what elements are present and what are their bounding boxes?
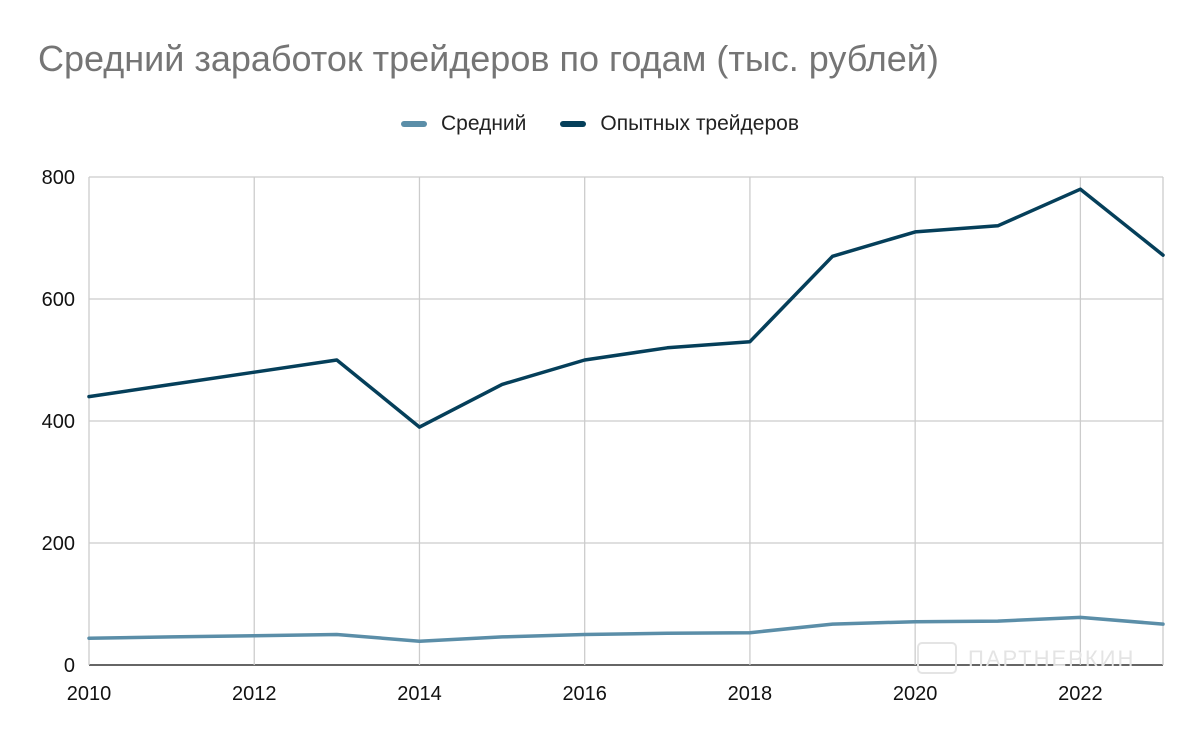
y-tick-label-600: 600 [42, 289, 75, 311]
tick-labels: 0 200 400 600 800 2010 2012 2014 2016 2018 2020 202… [42, 167, 1103, 705]
x-tick-label-2012: 2012 [232, 683, 277, 705]
series-line-2 [87, 187, 1165, 429]
legend-swatch-series-2 [560, 121, 587, 127]
grid [88, 176, 1164, 666]
series-lines [87, 187, 1165, 643]
x-tick-label-2010: 2010 [67, 683, 112, 705]
y-tick-label-400: 400 [42, 411, 75, 433]
watermark: ПАРТНЕРКИН [917, 642, 1135, 674]
x-tick-label-2016: 2016 [562, 683, 607, 705]
legend-item-series-1[interactable]: Средний [401, 112, 526, 136]
y-tick-label-800: 800 [42, 167, 75, 189]
x-tick-label-2020: 2020 [893, 683, 938, 705]
legend-label-series-2: Опытных трейдеров [600, 112, 799, 135]
legend-label-series-1: Средний [441, 112, 527, 135]
x-tick-label-2022: 2022 [1058, 683, 1103, 705]
chart-title: Средний заработок трейдеров по годам (ты… [38, 38, 939, 79]
legend: Средний Опытных трейдеров [0, 112, 1200, 136]
legend-item-series-2[interactable]: Опытных трейдеров [560, 112, 799, 136]
legend-swatch-series-1 [401, 121, 427, 127]
series-line-1 [87, 615, 1165, 643]
x-tick-label-2014: 2014 [397, 683, 442, 705]
watermark-text: ПАРТНЕРКИН [968, 646, 1135, 671]
y-tick-label-0: 0 [64, 655, 75, 677]
x-tick-label-2018: 2018 [728, 683, 773, 705]
watermark-logo-icon [917, 642, 957, 674]
y-tick-label-200: 200 [42, 533, 75, 555]
